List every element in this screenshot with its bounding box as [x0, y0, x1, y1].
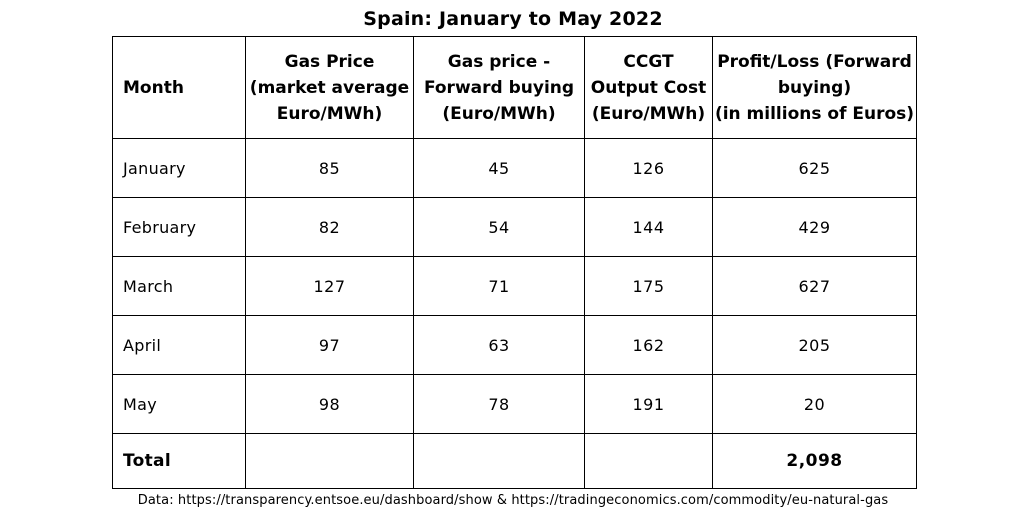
ccgt-cost-cell: 144	[584, 197, 713, 257]
ccgt-cost-cell: 126	[584, 138, 713, 198]
column-header-line: buying)	[777, 77, 852, 98]
forward-price-cell: 45	[413, 138, 585, 198]
column-header-gas-price: Gas Price (market average Euro/MWh)	[245, 36, 414, 139]
month-cell: January	[112, 138, 246, 198]
gas-price-cell: 127	[245, 256, 414, 316]
profit-loss-cell: 625	[712, 138, 917, 198]
gas-price-cell: 98	[245, 374, 414, 434]
forward-price-cell: 54	[413, 197, 585, 257]
gas-price-cell: 97	[245, 315, 414, 375]
month-cell: March	[112, 256, 246, 316]
column-header-line: CCGT	[623, 51, 674, 72]
column-header-line: Gas Price	[284, 51, 375, 72]
total-label-cell: Total	[112, 433, 246, 489]
column-header-line: Forward buying	[423, 77, 575, 98]
forward-price-cell: 71	[413, 256, 585, 316]
total-ccgt-cost-cell	[584, 433, 713, 489]
chart-title: Spain: January to May 2022	[363, 8, 663, 30]
data-table: Month Gas Price (market average Euro/MWh…	[112, 36, 917, 489]
table-row: May 98 78 191 20	[112, 374, 917, 434]
column-header-line: (market average	[249, 77, 410, 98]
total-forward-price-cell	[413, 433, 585, 489]
gas-price-cell: 85	[245, 138, 414, 198]
profit-loss-cell: 627	[712, 256, 917, 316]
table-row: February 82 54 144 429	[112, 197, 917, 257]
month-cell: May	[112, 374, 246, 434]
profit-loss-cell: 429	[712, 197, 917, 257]
column-header-forward-price: Gas price - Forward buying (Euro/MWh)	[413, 36, 585, 139]
column-header-line: (Euro/MWh)	[591, 103, 706, 124]
column-header-line: Euro/MWh)	[276, 103, 383, 124]
column-header-line: (Euro/MWh)	[442, 103, 556, 124]
month-cell: April	[112, 315, 246, 375]
header-row: Month Gas Price (market average Euro/MWh…	[112, 36, 917, 139]
forward-price-cell: 63	[413, 315, 585, 375]
ccgt-cost-cell: 175	[584, 256, 713, 316]
gas-price-cell: 82	[245, 197, 414, 257]
forward-price-cell: 78	[413, 374, 585, 434]
column-header-line: Output Cost	[590, 77, 707, 98]
column-header-month: Month	[112, 36, 246, 139]
column-header-line: Profit/Loss (Forward	[717, 51, 912, 72]
column-header-ccgt-cost: CCGT Output Cost (Euro/MWh)	[584, 36, 713, 139]
column-header-line: Gas price -	[447, 51, 551, 72]
column-header-line: Month	[123, 77, 184, 98]
column-header-line: (in millions of Euros)	[714, 103, 915, 124]
table-row: April 97 63 162 205	[112, 315, 917, 375]
profit-loss-cell: 205	[712, 315, 917, 375]
profit-loss-cell: 20	[712, 374, 917, 434]
total-profit-loss-cell: 2,098	[712, 433, 917, 489]
table-row: March 127 71 175 627	[112, 256, 917, 316]
table-row: January 85 45 126 625	[112, 138, 917, 198]
total-gas-price-cell	[245, 433, 414, 489]
month-cell: February	[112, 197, 246, 257]
ccgt-cost-cell: 162	[584, 315, 713, 375]
total-row: Total 2,098	[112, 433, 917, 489]
data-source-note: Data: https://transparency.entsoe.eu/das…	[137, 493, 889, 508]
ccgt-cost-cell: 191	[584, 374, 713, 434]
column-header-profit-loss: Profit/Loss (Forward buying) (in million…	[712, 36, 917, 139]
